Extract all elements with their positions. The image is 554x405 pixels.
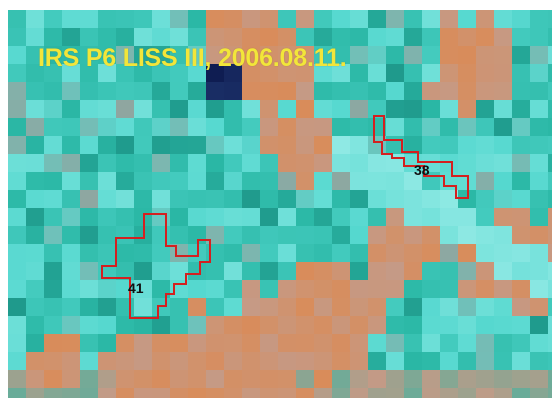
image-pixel-mosaic xyxy=(8,10,552,398)
plot-38-label: 38 xyxy=(414,162,430,178)
image-caption: IRS P6 LISS III, 2006.08.11. xyxy=(38,44,347,72)
plot-41-label: 41 xyxy=(128,280,144,296)
plot-41-boundary xyxy=(101,213,211,319)
plot-38-boundary xyxy=(373,115,469,199)
